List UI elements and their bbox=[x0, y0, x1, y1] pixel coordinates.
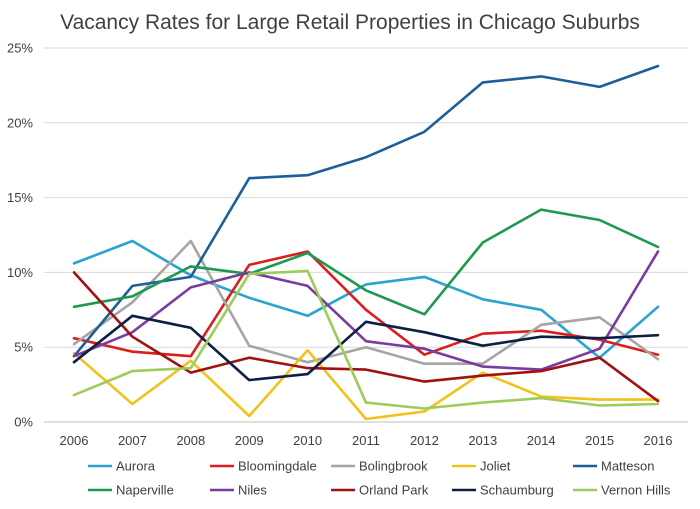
series-line-bolingbrook bbox=[72, 239, 660, 366]
y-tick-label: 0% bbox=[14, 415, 33, 430]
series-line-schaumburg bbox=[72, 314, 660, 382]
legend-label-joliet: Joliet bbox=[480, 459, 511, 474]
legend-label-niles: Niles bbox=[238, 483, 267, 498]
x-tick-label: 2012 bbox=[410, 433, 439, 448]
y-tick-label: 20% bbox=[7, 115, 33, 130]
y-tick-label: 25% bbox=[7, 41, 33, 56]
legend: Aurora Bloomingdale Bolingbrook Joliet Matte… bbox=[88, 459, 671, 498]
y-tick-label: 15% bbox=[7, 190, 33, 205]
x-tick-label: 2007 bbox=[118, 433, 147, 448]
series-line-joliet bbox=[72, 348, 660, 421]
x-tick-label: 2009 bbox=[235, 433, 264, 448]
y-tick-label: 5% bbox=[14, 340, 33, 355]
x-tick-label: 2013 bbox=[468, 433, 497, 448]
gridlines bbox=[44, 47, 688, 423]
legend-label-aurora: Aurora bbox=[116, 459, 156, 474]
series-line-orland-park bbox=[72, 271, 660, 403]
x-tick-label: 2010 bbox=[293, 433, 322, 448]
legend-label-schaumburg: Schaumburg bbox=[480, 483, 554, 498]
y-tick-label: 10% bbox=[7, 265, 33, 280]
x-tick-label: 2011 bbox=[352, 433, 380, 448]
series-lines bbox=[72, 64, 660, 421]
x-tick-label: 2016 bbox=[644, 433, 673, 448]
legend-label-vernon-hills: Vernon Hills bbox=[601, 483, 671, 498]
x-tick-label: 2006 bbox=[60, 433, 89, 448]
x-tick-label: 2008 bbox=[176, 433, 205, 448]
chart-title: Vacancy Rates for Large Retail Propertie… bbox=[60, 11, 640, 34]
legend-label-bolingbrook: Bolingbrook bbox=[359, 459, 428, 474]
legend-label-matteson: Matteson bbox=[601, 459, 654, 474]
x-tick-label: 2014 bbox=[527, 433, 556, 448]
x-tick-label: 2015 bbox=[585, 433, 614, 448]
legend-label-bloomingdale: Bloomingdale bbox=[238, 459, 317, 474]
series-line-vernon-hills bbox=[72, 269, 660, 410]
x-axis-tick-labels: 2006 2007 2008 2009 2010 2011 2012 2013 2014 2015… bbox=[60, 433, 673, 448]
y-axis-tick-labels: 0% 5% 10% 15% 20% 25% bbox=[7, 41, 33, 430]
series-line-aurora bbox=[72, 239, 660, 360]
series-line-naperville bbox=[72, 208, 660, 316]
legend-label-naperville: Naperville bbox=[116, 483, 174, 498]
series-line-matteson bbox=[72, 64, 660, 358]
series-line-niles bbox=[72, 250, 660, 371]
legend-label-orland-park: Orland Park bbox=[359, 483, 429, 498]
series-line-bloomingdale bbox=[72, 250, 660, 358]
